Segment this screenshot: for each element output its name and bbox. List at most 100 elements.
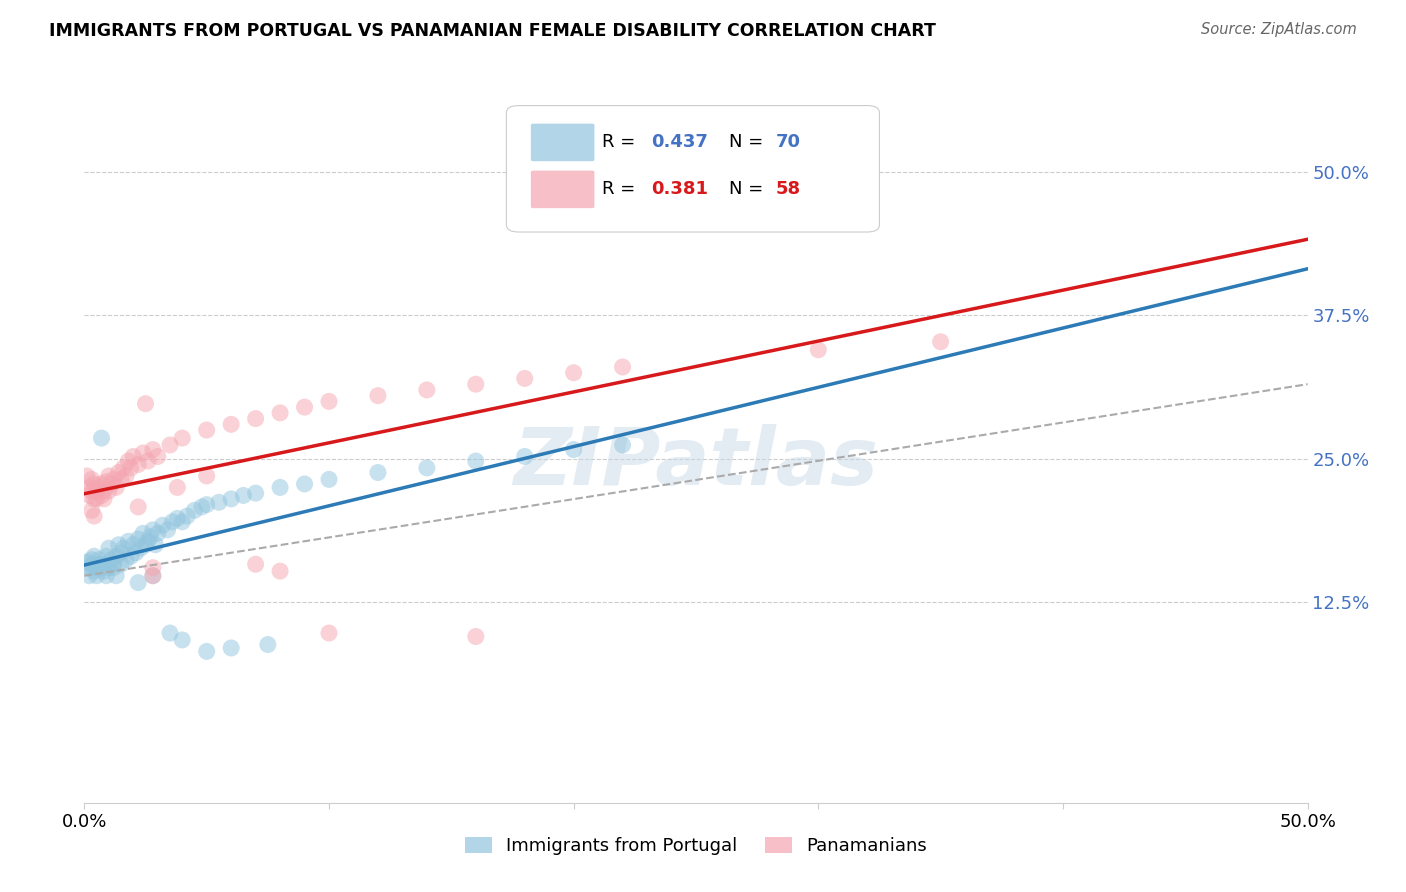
Point bbox=[96, 475, 118, 489]
Point bbox=[208, 495, 231, 509]
Point bbox=[97, 483, 120, 498]
Point bbox=[152, 518, 174, 533]
Point bbox=[195, 644, 218, 658]
Point bbox=[127, 532, 149, 546]
Point bbox=[103, 472, 125, 486]
Text: 70: 70 bbox=[776, 133, 800, 151]
Point bbox=[191, 500, 214, 514]
Point bbox=[612, 438, 634, 452]
Point bbox=[83, 491, 105, 506]
Point bbox=[142, 568, 165, 582]
Point bbox=[122, 450, 145, 464]
Point bbox=[86, 483, 108, 498]
Point bbox=[105, 568, 128, 582]
Point bbox=[245, 486, 267, 500]
Point bbox=[513, 371, 536, 385]
Point bbox=[105, 480, 128, 494]
Point bbox=[97, 541, 120, 556]
Point bbox=[90, 560, 112, 574]
Point bbox=[86, 568, 108, 582]
Point bbox=[103, 560, 125, 574]
Point bbox=[120, 461, 142, 475]
Text: 58: 58 bbox=[776, 179, 800, 198]
FancyBboxPatch shape bbox=[531, 170, 595, 208]
Point bbox=[176, 509, 198, 524]
Point bbox=[117, 534, 139, 549]
Point bbox=[90, 431, 112, 445]
Point bbox=[87, 480, 110, 494]
Point bbox=[127, 500, 149, 514]
Point bbox=[269, 480, 291, 494]
Point bbox=[93, 491, 115, 506]
Point bbox=[132, 526, 155, 541]
Point bbox=[294, 400, 316, 414]
Text: N =: N = bbox=[728, 179, 769, 198]
Point bbox=[172, 515, 194, 529]
Point bbox=[127, 458, 149, 472]
Point bbox=[77, 568, 100, 582]
Point bbox=[97, 560, 120, 574]
Point bbox=[117, 454, 139, 468]
Point bbox=[367, 466, 389, 480]
Point bbox=[142, 442, 165, 457]
Point bbox=[807, 209, 830, 223]
Point bbox=[93, 558, 115, 572]
Point bbox=[120, 549, 142, 564]
Point bbox=[110, 546, 132, 560]
Point bbox=[77, 560, 100, 574]
Point bbox=[562, 366, 585, 380]
Point bbox=[183, 503, 205, 517]
Point bbox=[83, 564, 105, 578]
Point bbox=[90, 488, 112, 502]
Point bbox=[219, 640, 242, 655]
Point bbox=[219, 491, 242, 506]
Point bbox=[318, 472, 340, 486]
Point bbox=[107, 466, 129, 480]
Text: R =: R = bbox=[602, 179, 641, 198]
Point bbox=[172, 431, 194, 445]
Point bbox=[86, 560, 108, 574]
Point bbox=[219, 417, 242, 432]
Point bbox=[195, 469, 218, 483]
Point bbox=[195, 423, 218, 437]
Point bbox=[80, 483, 103, 498]
Point bbox=[136, 534, 159, 549]
Point bbox=[232, 488, 254, 502]
Point bbox=[110, 558, 132, 572]
Point bbox=[146, 450, 169, 464]
Point bbox=[294, 477, 316, 491]
Point bbox=[80, 558, 103, 572]
Point bbox=[269, 564, 291, 578]
Point bbox=[83, 509, 105, 524]
Point bbox=[115, 552, 138, 566]
Point bbox=[83, 549, 105, 564]
Text: 0.381: 0.381 bbox=[651, 179, 707, 198]
Point bbox=[195, 498, 218, 512]
Text: R =: R = bbox=[602, 133, 641, 151]
Point bbox=[129, 541, 152, 556]
Point bbox=[156, 523, 179, 537]
FancyBboxPatch shape bbox=[506, 105, 880, 232]
Point bbox=[464, 630, 486, 644]
Point bbox=[159, 626, 181, 640]
Point bbox=[367, 389, 389, 403]
Point bbox=[115, 469, 138, 483]
FancyBboxPatch shape bbox=[531, 124, 595, 161]
Point bbox=[105, 549, 128, 564]
Text: IMMIGRANTS FROM PORTUGAL VS PANAMANIAN FEMALE DISABILITY CORRELATION CHART: IMMIGRANTS FROM PORTUGAL VS PANAMANIAN F… bbox=[49, 22, 936, 40]
Point bbox=[513, 450, 536, 464]
Point bbox=[269, 406, 291, 420]
Point bbox=[416, 461, 439, 475]
Point bbox=[122, 538, 145, 552]
Point bbox=[80, 552, 103, 566]
Point bbox=[100, 552, 122, 566]
Point bbox=[612, 359, 634, 374]
Point bbox=[416, 383, 439, 397]
Point bbox=[112, 461, 135, 475]
Point bbox=[146, 526, 169, 541]
Point bbox=[96, 549, 118, 564]
Point bbox=[103, 558, 125, 572]
Point bbox=[96, 568, 118, 582]
Point bbox=[172, 632, 194, 647]
Point bbox=[142, 568, 165, 582]
